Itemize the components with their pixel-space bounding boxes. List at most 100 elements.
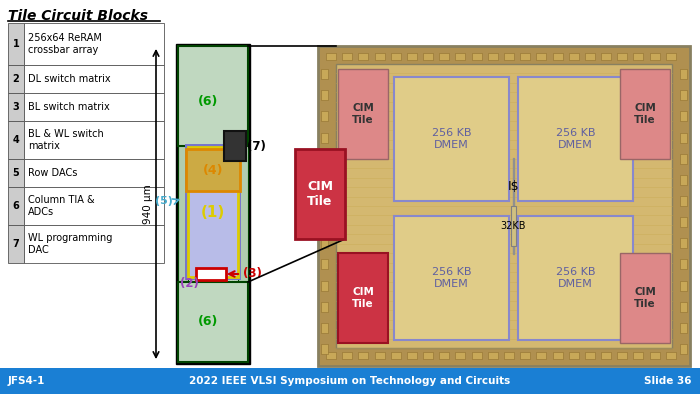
Text: 1: 1 — [13, 39, 20, 49]
Bar — [680, 154, 687, 164]
Bar — [24, 159, 164, 187]
Bar — [680, 112, 687, 121]
Text: (6): (6) — [198, 316, 218, 329]
Bar — [504, 352, 514, 359]
Bar — [186, 149, 240, 191]
Text: (1): (1) — [201, 204, 225, 219]
Bar — [238, 46, 248, 362]
Bar — [391, 352, 400, 359]
Text: BL & WL switch
matrix: BL & WL switch matrix — [28, 129, 104, 151]
Bar — [321, 323, 328, 333]
Bar — [518, 77, 633, 201]
Bar — [407, 53, 417, 60]
Text: 334 μm: 334 μm — [193, 380, 233, 390]
Bar — [338, 253, 388, 343]
Text: Tile Circuit Blocks: Tile Circuit Blocks — [8, 9, 148, 23]
Bar — [666, 53, 675, 60]
Text: 2: 2 — [13, 74, 20, 84]
Text: (7): (7) — [247, 139, 266, 152]
Bar — [8, 65, 24, 93]
Text: (5): (5) — [155, 196, 173, 206]
Bar — [342, 53, 352, 60]
Text: (3): (3) — [243, 268, 262, 281]
Bar — [552, 352, 563, 359]
Text: CIM
Tile: CIM Tile — [352, 287, 374, 309]
Bar — [188, 147, 238, 277]
Bar — [680, 344, 687, 354]
Bar — [342, 352, 352, 359]
Bar — [513, 158, 514, 254]
Text: 256 KB
DMEM: 256 KB DMEM — [556, 267, 595, 289]
Text: Column TIA &
ADCs: Column TIA & ADCs — [28, 195, 94, 217]
Bar — [680, 175, 687, 185]
Text: 4: 4 — [13, 135, 20, 145]
Text: 940 μm: 940 μm — [143, 184, 153, 224]
Bar — [374, 352, 384, 359]
Bar — [321, 112, 328, 121]
Bar — [224, 131, 246, 161]
Bar — [196, 268, 226, 280]
Bar — [552, 53, 563, 60]
Bar — [295, 149, 345, 239]
Text: BL switch matrix: BL switch matrix — [28, 102, 110, 112]
Text: JFS4-1: JFS4-1 — [8, 376, 46, 386]
Bar — [680, 238, 687, 248]
Bar — [650, 53, 659, 60]
Bar — [680, 90, 687, 100]
Bar — [666, 352, 675, 359]
Bar — [321, 259, 328, 269]
Bar — [321, 69, 328, 79]
Bar — [394, 216, 509, 340]
Text: 256 KB
DMEM: 256 KB DMEM — [432, 128, 471, 150]
Bar — [504, 53, 514, 60]
Text: (6): (6) — [198, 95, 218, 108]
Bar — [178, 46, 248, 362]
Bar — [8, 23, 24, 65]
Bar — [518, 216, 633, 340]
Bar — [318, 46, 690, 366]
Bar — [321, 302, 328, 312]
Bar — [176, 44, 250, 364]
Bar — [456, 352, 466, 359]
Text: (4): (4) — [203, 164, 223, 177]
Bar — [680, 217, 687, 227]
Text: 256 KB
DMEM: 256 KB DMEM — [432, 267, 471, 289]
Bar — [617, 352, 627, 359]
Bar — [601, 352, 611, 359]
Bar — [440, 352, 449, 359]
Bar — [680, 259, 687, 269]
Bar — [472, 352, 482, 359]
Bar — [321, 281, 328, 290]
Bar — [321, 217, 328, 227]
Text: CIM
Tile: CIM Tile — [634, 287, 656, 309]
Bar — [536, 352, 547, 359]
Bar — [568, 352, 579, 359]
Text: CIM
Tile: CIM Tile — [634, 103, 656, 125]
Text: WL programming
DAC: WL programming DAC — [28, 233, 113, 255]
Bar — [326, 53, 336, 60]
Bar — [24, 23, 164, 65]
Text: CIM
Tile: CIM Tile — [307, 180, 333, 208]
Bar — [423, 53, 433, 60]
Bar — [8, 187, 24, 225]
Bar — [358, 53, 368, 60]
Bar — [394, 77, 509, 201]
Bar — [321, 238, 328, 248]
Bar — [24, 121, 164, 159]
Bar — [178, 46, 248, 146]
Text: 6: 6 — [13, 201, 20, 211]
Bar — [440, 53, 449, 60]
Bar — [680, 323, 687, 333]
Bar — [321, 196, 328, 206]
Bar — [520, 352, 530, 359]
Bar — [321, 154, 328, 164]
Text: 7: 7 — [13, 239, 20, 249]
Bar — [321, 344, 328, 354]
Bar — [680, 302, 687, 312]
Bar — [585, 53, 595, 60]
Bar — [8, 159, 24, 187]
Text: I$: I$ — [508, 180, 519, 193]
Bar — [321, 90, 328, 100]
Text: (2): (2) — [180, 277, 199, 290]
Bar — [0, 368, 700, 394]
